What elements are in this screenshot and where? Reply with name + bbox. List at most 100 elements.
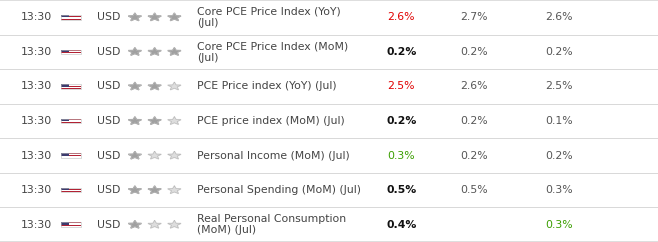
Polygon shape [148, 117, 161, 124]
Polygon shape [128, 220, 141, 228]
Text: 13:30: 13:30 [21, 151, 52, 161]
Polygon shape [168, 48, 181, 55]
Bar [61, 188, 81, 192]
Bar [61, 188, 81, 192]
Polygon shape [128, 186, 141, 194]
Bar [61, 223, 81, 224]
Text: 0.5%: 0.5% [386, 185, 417, 195]
Text: (Jul): (Jul) [197, 53, 219, 63]
Text: 2.7%: 2.7% [460, 12, 488, 22]
Bar [61, 53, 81, 54]
Text: 2.5%: 2.5% [388, 81, 415, 91]
Bar [61, 190, 81, 191]
Bar [61, 119, 81, 123]
Bar [61, 222, 81, 227]
Bar [61, 84, 81, 89]
Text: 13:30: 13:30 [21, 220, 52, 230]
Bar [61, 119, 81, 123]
Text: PCE Price index (YoY) (Jul): PCE Price index (YoY) (Jul) [197, 81, 337, 91]
Bar [61, 84, 81, 85]
Text: 2.6%: 2.6% [460, 81, 488, 91]
Bar [61, 84, 69, 87]
Text: 0.3%: 0.3% [545, 185, 573, 195]
Polygon shape [168, 151, 181, 159]
Bar [61, 188, 81, 189]
Polygon shape [168, 82, 181, 90]
Bar [61, 15, 69, 17]
Text: Core PCE Price Index (MoM): Core PCE Price Index (MoM) [197, 41, 349, 51]
Bar [61, 222, 81, 227]
Polygon shape [148, 220, 161, 228]
Bar [61, 224, 81, 225]
Bar [61, 153, 69, 156]
Text: USD: USD [97, 220, 121, 230]
Text: 13:30: 13:30 [21, 116, 52, 126]
Polygon shape [148, 186, 161, 194]
Bar [61, 50, 81, 54]
Polygon shape [148, 48, 161, 55]
Text: 2.5%: 2.5% [545, 81, 573, 91]
Polygon shape [128, 13, 141, 21]
Text: 0.2%: 0.2% [460, 151, 488, 161]
Text: 13:30: 13:30 [21, 12, 52, 22]
Bar [61, 153, 81, 158]
Bar [61, 154, 81, 155]
Bar [61, 84, 81, 89]
Text: (MoM) (Jul): (MoM) (Jul) [197, 225, 257, 235]
Text: Real Personal Consumption: Real Personal Consumption [197, 214, 347, 224]
Text: USD: USD [97, 185, 121, 195]
Bar [61, 50, 69, 52]
Polygon shape [168, 220, 181, 228]
Polygon shape [148, 151, 161, 159]
Bar [61, 87, 81, 88]
Polygon shape [168, 186, 181, 194]
Bar [61, 50, 81, 54]
Text: PCE price index (MoM) (Jul): PCE price index (MoM) (Jul) [197, 116, 345, 126]
Bar [61, 153, 81, 158]
Bar [61, 157, 81, 158]
Text: 0.3%: 0.3% [388, 151, 415, 161]
Text: 0.1%: 0.1% [545, 116, 573, 126]
Text: 0.2%: 0.2% [386, 47, 417, 57]
Bar [61, 18, 81, 19]
Text: 13:30: 13:30 [21, 47, 52, 57]
Polygon shape [168, 117, 181, 124]
Text: 13:30: 13:30 [21, 185, 52, 195]
Text: USD: USD [97, 116, 121, 126]
Text: 0.5%: 0.5% [460, 185, 488, 195]
Bar [61, 51, 81, 52]
Polygon shape [128, 151, 141, 159]
Polygon shape [168, 13, 181, 21]
Bar [61, 17, 81, 18]
Text: USD: USD [97, 47, 121, 57]
Bar [61, 15, 81, 16]
Text: 0.2%: 0.2% [545, 47, 573, 57]
Text: (Jul): (Jul) [197, 18, 219, 28]
Bar [61, 119, 69, 121]
Text: USD: USD [97, 151, 121, 161]
Polygon shape [148, 13, 161, 21]
Text: 0.3%: 0.3% [545, 220, 573, 230]
Text: Personal Spending (MoM) (Jul): Personal Spending (MoM) (Jul) [197, 185, 361, 195]
Bar [61, 222, 69, 225]
Text: 0.2%: 0.2% [460, 47, 488, 57]
Text: 2.6%: 2.6% [388, 12, 415, 22]
Text: 2.6%: 2.6% [545, 12, 573, 22]
Text: USD: USD [97, 81, 121, 91]
Polygon shape [148, 82, 161, 90]
Bar [61, 15, 81, 20]
Text: USD: USD [97, 12, 121, 22]
Polygon shape [128, 48, 141, 55]
Bar [61, 226, 81, 227]
Bar [61, 188, 69, 190]
Text: 0.2%: 0.2% [460, 116, 488, 126]
Text: 0.2%: 0.2% [545, 151, 573, 161]
Polygon shape [128, 82, 141, 90]
Bar [61, 15, 81, 20]
Text: 13:30: 13:30 [21, 81, 52, 91]
Text: Personal Income (MoM) (Jul): Personal Income (MoM) (Jul) [197, 151, 350, 161]
Text: 0.4%: 0.4% [386, 220, 417, 230]
Text: Core PCE Price Index (YoY): Core PCE Price Index (YoY) [197, 7, 341, 17]
Text: 0.2%: 0.2% [386, 116, 417, 126]
Polygon shape [128, 117, 141, 124]
